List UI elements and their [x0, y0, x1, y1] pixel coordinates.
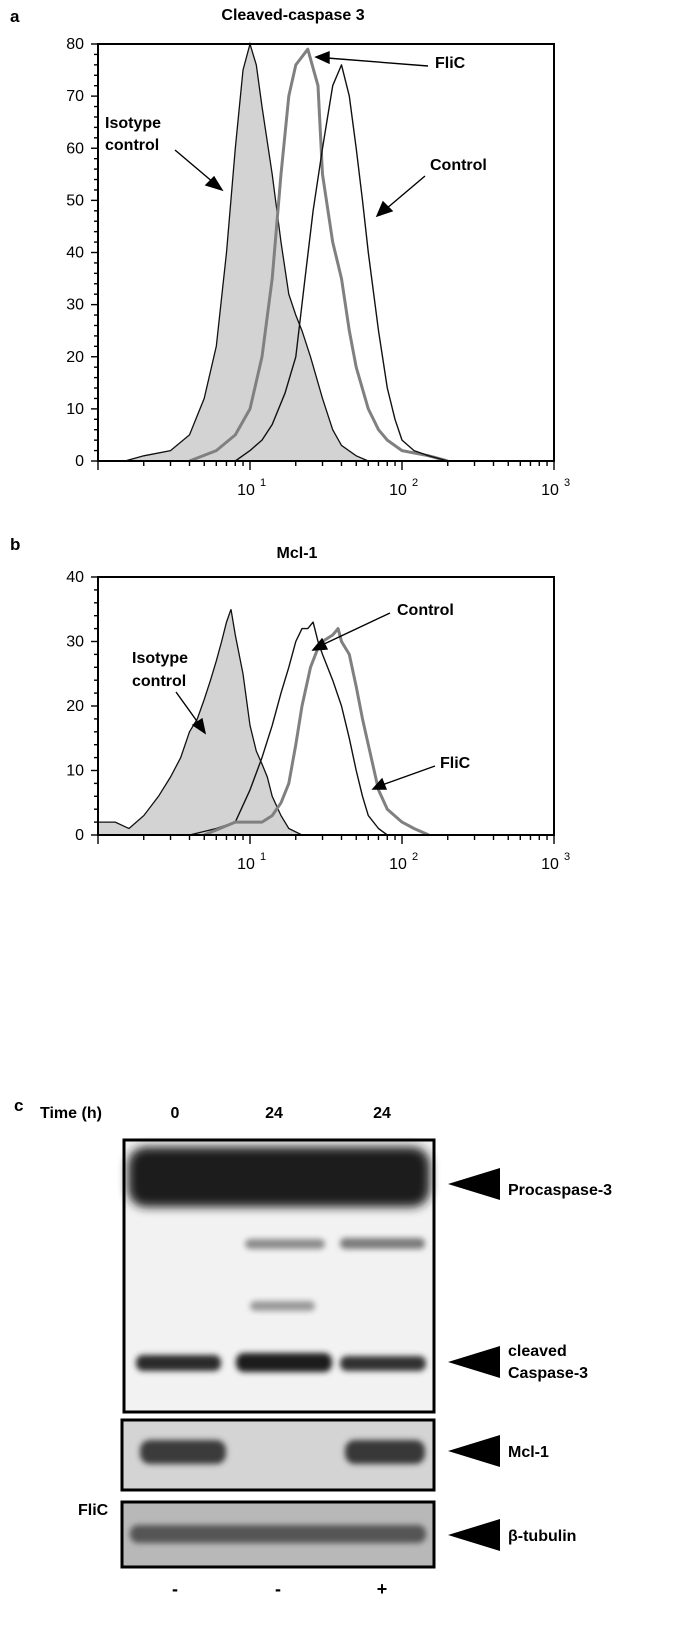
panel-b-control-arrow [321, 612, 391, 646]
panel-b-xtick-label: 10 [541, 856, 559, 873]
band-procaspase3 [128, 1147, 430, 1207]
panel-a-ytick-label: 30 [66, 297, 84, 314]
panel-a-ytick-label: 70 [66, 88, 84, 105]
panel-a-xtick-exponent: 3 [564, 477, 570, 489]
panel-a-flic-arrow [326, 57, 429, 67]
time-lane-1: 0 [171, 1105, 180, 1122]
panel-b-flic-label: FliC [440, 755, 471, 772]
panel-a-xtick-label: 10 [541, 482, 559, 499]
mcl1-label: Mcl-1 [508, 1444, 549, 1461]
band-faint-3 [250, 1301, 315, 1311]
panel-a-ytick-label: 60 [66, 140, 84, 157]
blot-mcl1 [120, 1418, 436, 1492]
panel-b-title: Mcl-1 [277, 545, 318, 562]
cleaved-arrowhead [448, 1346, 500, 1378]
panel-a-plot-frame [97, 43, 555, 462]
panel-a-ytick-label: 20 [66, 349, 84, 366]
panel-a-ytick-label: 10 [66, 401, 84, 418]
panel-a-xtick-label: 10 [389, 482, 407, 499]
tubulin-label: β-tubulin [508, 1528, 576, 1545]
panel-b-isotype-arrowhead [191, 717, 207, 735]
panel-a-ytick-label: 40 [66, 245, 84, 262]
panel-c-letter: c [14, 1096, 23, 1115]
panel-b-flic-arrowhead [371, 777, 388, 790]
panel-b-xtick-label: 10 [389, 856, 407, 873]
cleaved-label-line2: Caspase-3 [508, 1365, 588, 1382]
panel-b-ytick-label: 30 [66, 634, 84, 651]
panel-c: c Time (h) 0 24 24 [14, 1096, 612, 1599]
panel-a-xtick-exponent: 2 [412, 477, 418, 489]
panel-a-control-arrowhead [375, 200, 394, 218]
time-lane-2: 24 [265, 1105, 283, 1122]
panel-a-xtick-label: 10 [237, 482, 255, 499]
band-faint-1 [245, 1239, 325, 1249]
panel-b-letter: b [10, 535, 20, 554]
panel-a-flic-arrowhead [314, 50, 330, 65]
panel-b-xtick-exponent: 2 [412, 851, 418, 863]
cleaved-label-line1: cleaved [508, 1343, 567, 1360]
band-mcl1-lane3 [345, 1440, 425, 1464]
panel-a-isotype-arrow [174, 149, 215, 184]
panel-a-title: Cleaved-caspase 3 [221, 7, 364, 24]
panel-b: b Mcl-1 0 10 20 30 40 10 1 10 2 10 3 Isotype contr… [10, 535, 570, 873]
panel-a-isotype-arrowhead [204, 175, 224, 192]
time-label: Time (h) [40, 1105, 102, 1122]
band-tubulin [130, 1525, 426, 1543]
flic-lane-1: - [172, 1579, 178, 1599]
procaspase-label: Procaspase-3 [508, 1182, 612, 1199]
band-mcl1-lane1 [140, 1440, 226, 1464]
panel-b-ytick-label: 10 [66, 763, 84, 780]
mcl1-arrowhead [448, 1435, 500, 1467]
panel-b-isotype-label-line2: control [132, 673, 186, 690]
band-cleaved-lane3 [340, 1356, 426, 1371]
panel-a-control-arrow [385, 175, 426, 210]
panel-b-isotype-arrow [175, 691, 200, 725]
panel-b-series-flic [203, 627, 430, 837]
panel-a-control-label: Control [430, 157, 487, 174]
panel-a-series-isotype-control [124, 41, 369, 462]
panel-a-ytick-label: 80 [66, 36, 84, 53]
blot-tubulin [120, 1500, 436, 1569]
panel-a: a Cleaved-caspase 3 0 10 20 30 40 50 60 70 80 10 1… [10, 7, 570, 499]
panel-b-isotype-label-line1: Isotype [132, 650, 188, 667]
panel-b-flic-arrow [381, 765, 436, 786]
band-faint-2 [340, 1238, 425, 1249]
panel-a-plot: 0 10 20 30 40 50 60 70 80 10 1 10 2 10 3 [66, 36, 570, 499]
panel-b-ytick-label: 20 [66, 698, 84, 715]
band-cleaved-lane1 [136, 1355, 221, 1371]
panel-a-xtick-exponent: 1 [260, 477, 266, 489]
panel-a-isotype-label-line1: Isotype [105, 115, 161, 132]
panel-b-control-label: Control [397, 602, 454, 619]
blot-caspase3 [122, 1138, 436, 1414]
panel-b-plot: 0 10 20 30 40 10 1 10 2 10 3 [66, 569, 570, 873]
panel-a-letter: a [10, 7, 20, 26]
tubulin-arrowhead [448, 1519, 500, 1551]
panel-a-isotype-label-line2: control [105, 137, 159, 154]
panel-b-series-control [189, 621, 388, 836]
flic-lane-3: + [377, 1579, 388, 1599]
panel-a-series-control [234, 64, 448, 462]
panel-a-ytick-label: 50 [66, 192, 84, 209]
band-cleaved-lane2 [236, 1353, 332, 1372]
panel-b-control-arrowhead [311, 637, 329, 651]
panel-b-xtick-label: 10 [237, 856, 255, 873]
flic-row-label: FliC [78, 1502, 109, 1519]
panel-b-xtick-exponent: 3 [564, 851, 570, 863]
panel-b-ytick-label: 0 [75, 827, 84, 844]
panel-b-xtick-exponent: 1 [260, 851, 266, 863]
procaspase-arrowhead [448, 1168, 500, 1200]
panel-a-ytick-label: 0 [75, 453, 84, 470]
panel-a-flic-label: FliC [435, 55, 466, 72]
panel-b-ytick-label: 40 [66, 569, 84, 586]
flic-lane-2: - [275, 1579, 281, 1599]
panel-a-series-flic [188, 47, 449, 463]
time-lane-3: 24 [373, 1105, 391, 1122]
